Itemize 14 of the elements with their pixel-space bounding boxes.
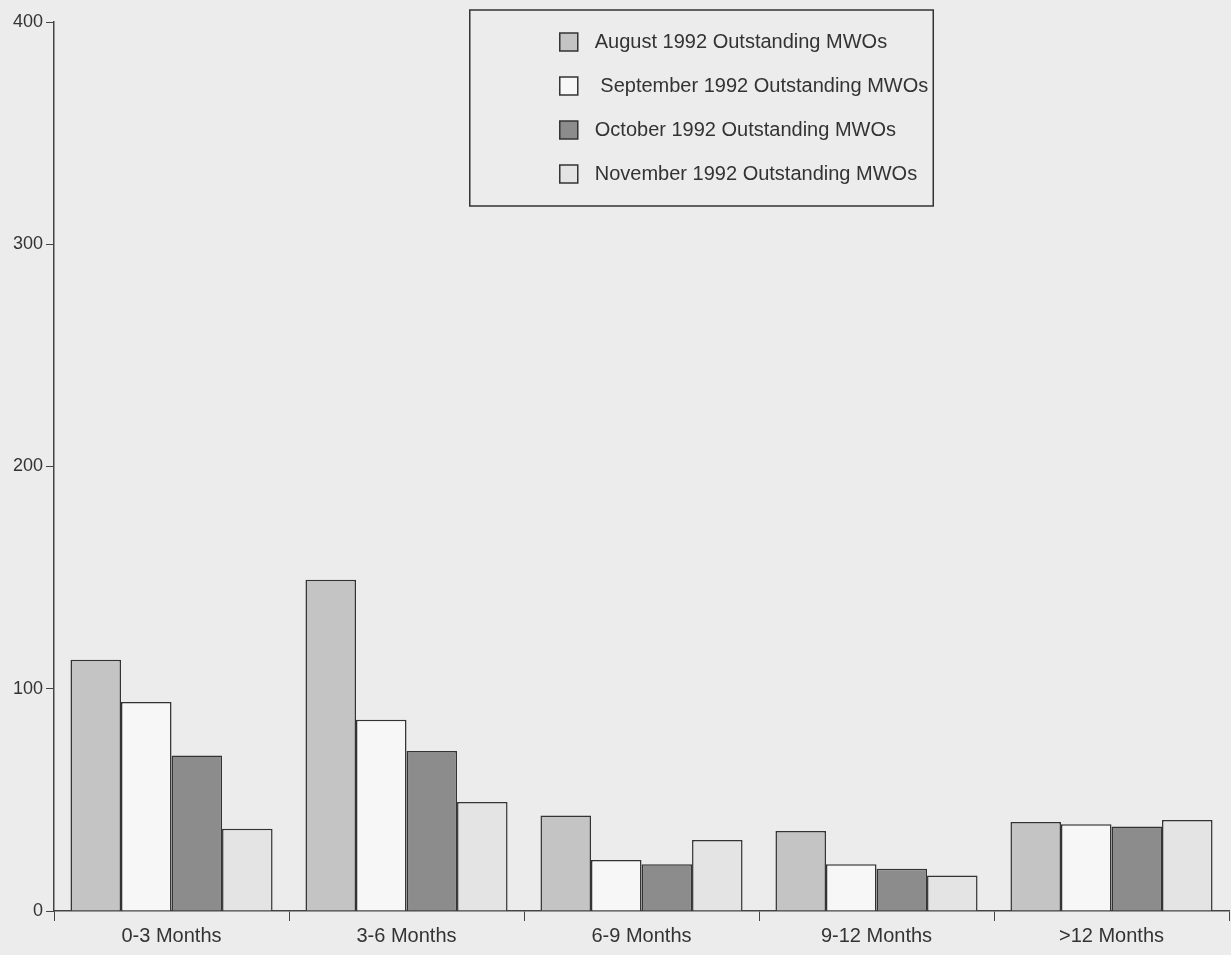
x-tick-label: 3-6 Months	[356, 923, 457, 946]
y-tick-label: 100	[12, 677, 44, 698]
x-tick-label: 0-3 Months	[121, 923, 222, 946]
x-tick-label: 6-9 Months	[591, 923, 692, 946]
y-tick-label: 0	[33, 899, 44, 920]
legend-label: September 1992 Outstanding MWOs	[594, 73, 929, 96]
legend-label: August 1992 Outstanding MWOs	[594, 29, 888, 52]
x-tick-label: 9-12 Months	[820, 923, 933, 946]
y-tick-label: 400	[12, 10, 44, 31]
legend-label: November 1992 Outstanding MWOs	[594, 161, 918, 184]
x-tick-label: >12 Months	[1058, 923, 1165, 946]
y-tick-label: 300	[12, 233, 44, 254]
legend-label: October 1992 Outstanding MWOs	[594, 117, 897, 140]
y-tick-label: 200	[12, 455, 44, 476]
